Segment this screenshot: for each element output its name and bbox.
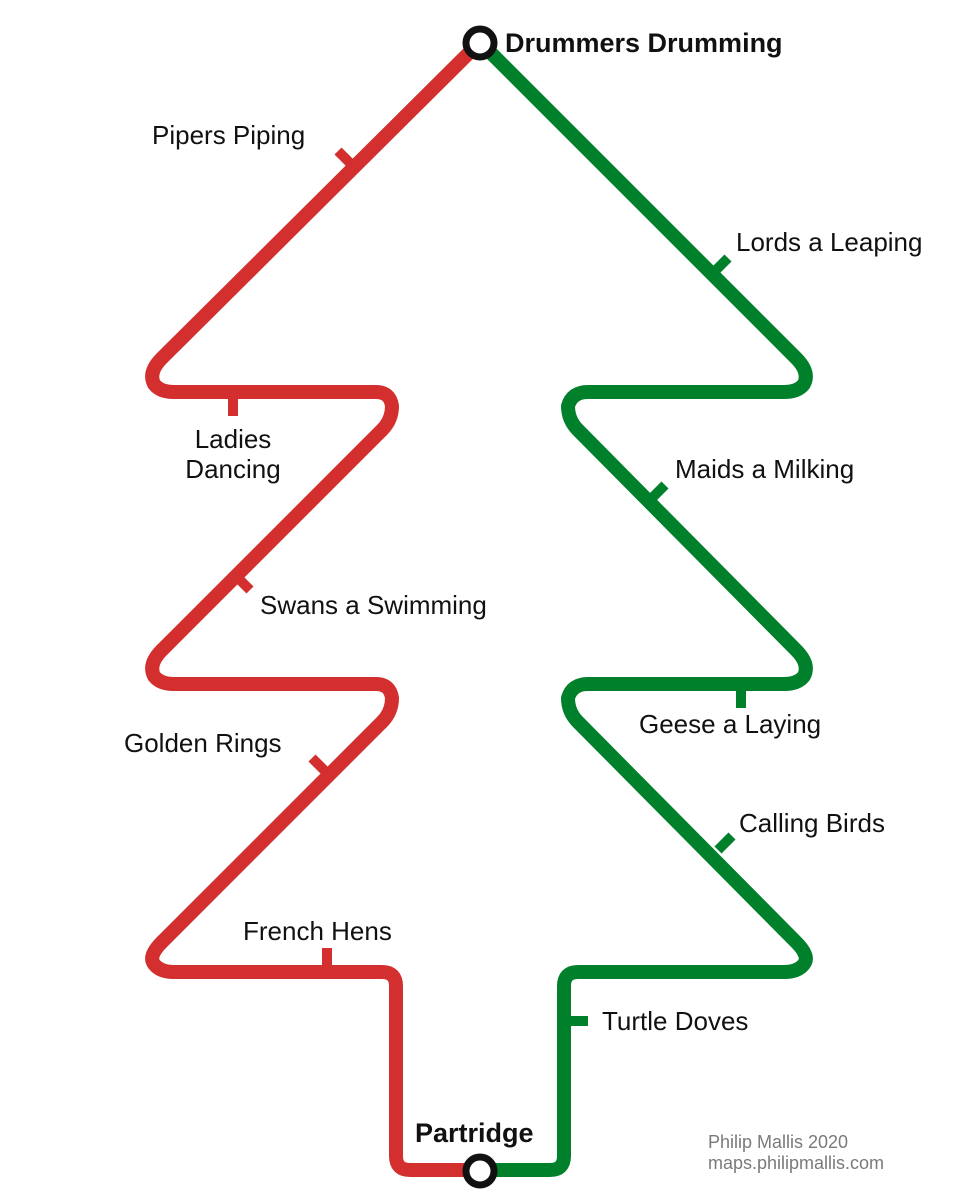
station-label-swans-a-swimming: Swans a Swimming xyxy=(260,590,487,620)
credit-site: maps.philipmallis.com xyxy=(708,1153,885,1173)
station-label-calling-birds: Calling Birds xyxy=(739,808,885,838)
station-label-golden-rings: Golden Rings xyxy=(124,728,282,758)
terminal-label-drummers-drumming: Drummers Drumming xyxy=(505,28,783,58)
station-label-lords-a-leaping: Lords a Leaping xyxy=(736,227,923,257)
credit-author: Philip Mallis 2020 xyxy=(708,1132,849,1152)
station-label-geese-a-laying: Geese a Laying xyxy=(639,709,822,739)
station-label-ladies-line1: Ladies xyxy=(194,424,272,454)
station-label-french-hens: French Hens xyxy=(243,916,392,946)
terminal-label-partridge: Partridge xyxy=(415,1118,534,1148)
station-label-ladies-dancing: Ladies Dancing xyxy=(172,424,294,484)
terminal-bottom-marker xyxy=(462,1153,498,1189)
green-line-route xyxy=(473,35,813,1177)
station-label-turtle-doves: Turtle Doves xyxy=(602,1006,749,1036)
tick-lords-a-leaping xyxy=(710,254,732,276)
tick-maids-a-milking xyxy=(647,481,669,503)
tick-golden-rings xyxy=(308,754,330,776)
tick-swans-a-swimming xyxy=(232,572,254,594)
red-line-route xyxy=(145,35,487,1177)
terminal-top-marker xyxy=(462,25,498,61)
tick-calling-birds xyxy=(714,832,736,854)
station-label-pipers-piping: Pipers Piping xyxy=(152,120,306,150)
tick-pipers-piping xyxy=(334,147,356,169)
station-label-maids-a-milking: Maids a Milking xyxy=(675,454,855,484)
station-label-ladies-line2: Dancing xyxy=(185,454,281,484)
